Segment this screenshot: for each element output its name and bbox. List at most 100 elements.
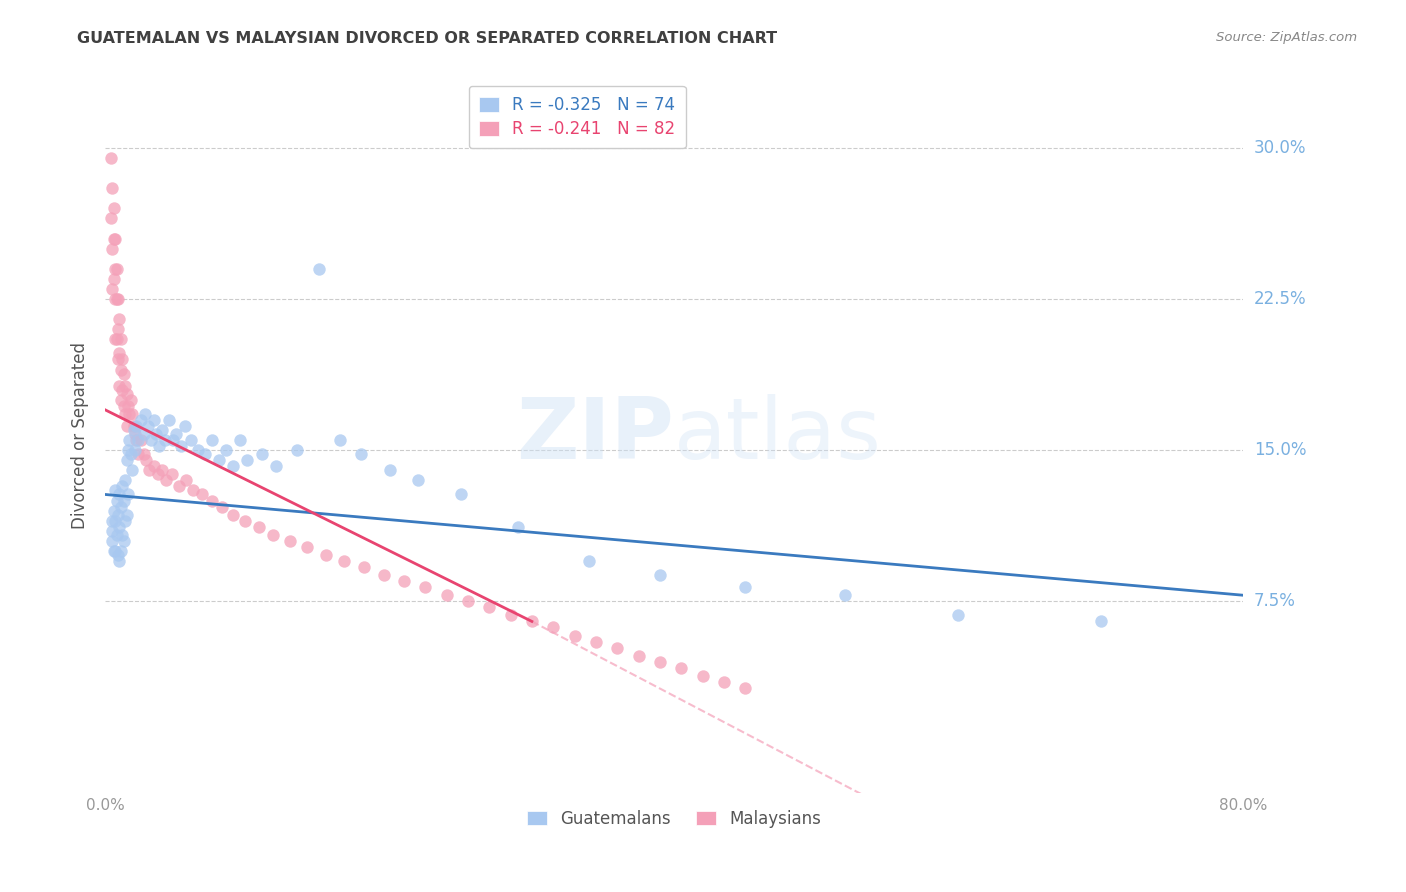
Point (564, 628, 586, 642)
Point (107, 508, 129, 522)
Point (110, 362, 132, 376)
Point (162, 433, 184, 447)
Text: Source: ZipAtlas.com: Source: ZipAtlas.com (1216, 31, 1357, 45)
Point (104, 544, 127, 558)
Point (101, 533, 124, 548)
Point (112, 399, 135, 413)
Point (103, 272, 125, 286)
Point (121, 463, 143, 477)
Point (111, 479, 134, 493)
Text: 15.0%: 15.0% (1254, 442, 1306, 459)
Point (101, 514, 124, 528)
Point (648, 568, 671, 582)
Point (101, 524, 124, 538)
Point (520, 615, 543, 629)
Point (110, 392, 132, 407)
Point (103, 232, 125, 246)
Point (648, 655, 671, 669)
Point (233, 514, 256, 528)
Point (108, 312, 131, 326)
Point (627, 648, 650, 663)
Point (148, 439, 170, 453)
Point (114, 514, 136, 528)
Point (104, 261, 127, 276)
Text: 7.5%: 7.5% (1254, 592, 1296, 610)
Point (114, 474, 136, 488)
Point (110, 544, 132, 558)
Point (478, 600, 501, 615)
Point (187, 443, 209, 458)
Point (247, 519, 270, 533)
Point (118, 407, 141, 421)
Point (122, 419, 145, 434)
Point (136, 419, 159, 434)
Point (101, 181, 124, 195)
Point (135, 453, 157, 467)
Point (713, 674, 735, 689)
Point (115, 508, 138, 522)
Point (734, 681, 756, 695)
Point (194, 447, 217, 461)
Point (115, 453, 138, 467)
Point (127, 447, 149, 461)
Point (120, 392, 142, 407)
Point (125, 433, 148, 447)
Point (160, 467, 183, 482)
Point (669, 661, 692, 675)
Point (169, 439, 191, 453)
Point (278, 533, 301, 548)
Point (436, 588, 458, 602)
Point (165, 427, 187, 442)
Point (111, 528, 134, 542)
Point (129, 433, 152, 447)
Point (124, 427, 146, 442)
Point (146, 467, 169, 482)
Point (541, 620, 564, 634)
Point (103, 503, 125, 517)
Point (112, 533, 135, 548)
Point (139, 433, 162, 447)
Point (208, 453, 231, 467)
Point (104, 332, 127, 346)
Point (262, 528, 284, 542)
Point (353, 560, 375, 574)
Point (104, 483, 127, 498)
Point (107, 548, 129, 562)
Point (112, 493, 135, 508)
Point (180, 433, 202, 447)
Point (215, 443, 238, 458)
Point (153, 433, 176, 447)
Point (108, 554, 131, 568)
Text: 30.0%: 30.0% (1254, 139, 1306, 157)
Point (104, 232, 127, 246)
Text: ZIP: ZIP (516, 393, 673, 476)
Y-axis label: Divorced or Separated: Divorced or Separated (72, 342, 89, 529)
Point (108, 378, 131, 392)
Point (183, 483, 205, 498)
Point (107, 292, 129, 306)
Point (585, 634, 607, 648)
Point (1090, 615, 1112, 629)
Point (250, 447, 273, 461)
Point (201, 433, 224, 447)
Point (120, 447, 142, 461)
Point (110, 500, 132, 514)
Point (129, 413, 152, 427)
Point (122, 423, 145, 437)
Point (110, 332, 132, 346)
Point (295, 540, 318, 554)
Point (105, 332, 128, 346)
Point (142, 413, 165, 427)
Point (329, 433, 352, 447)
Point (105, 493, 128, 508)
Point (112, 367, 135, 381)
Point (104, 292, 127, 306)
Point (115, 419, 138, 434)
Point (350, 447, 373, 461)
Point (103, 202, 125, 216)
Point (948, 608, 970, 623)
Point (105, 528, 128, 542)
Point (108, 519, 131, 533)
Point (115, 386, 138, 401)
Point (100, 151, 122, 165)
